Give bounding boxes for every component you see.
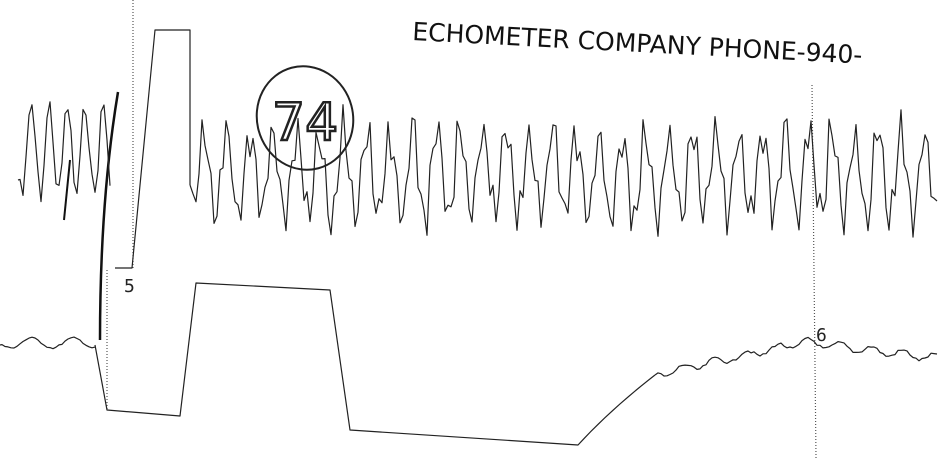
handwritten-number: 74 [272, 93, 338, 153]
marker-label: 6 [816, 325, 827, 346]
scan: ECHOMETER COMPANY PHONE-940- 5 6 74 [0, 0, 940, 458]
marker-label: 5 [124, 276, 135, 297]
